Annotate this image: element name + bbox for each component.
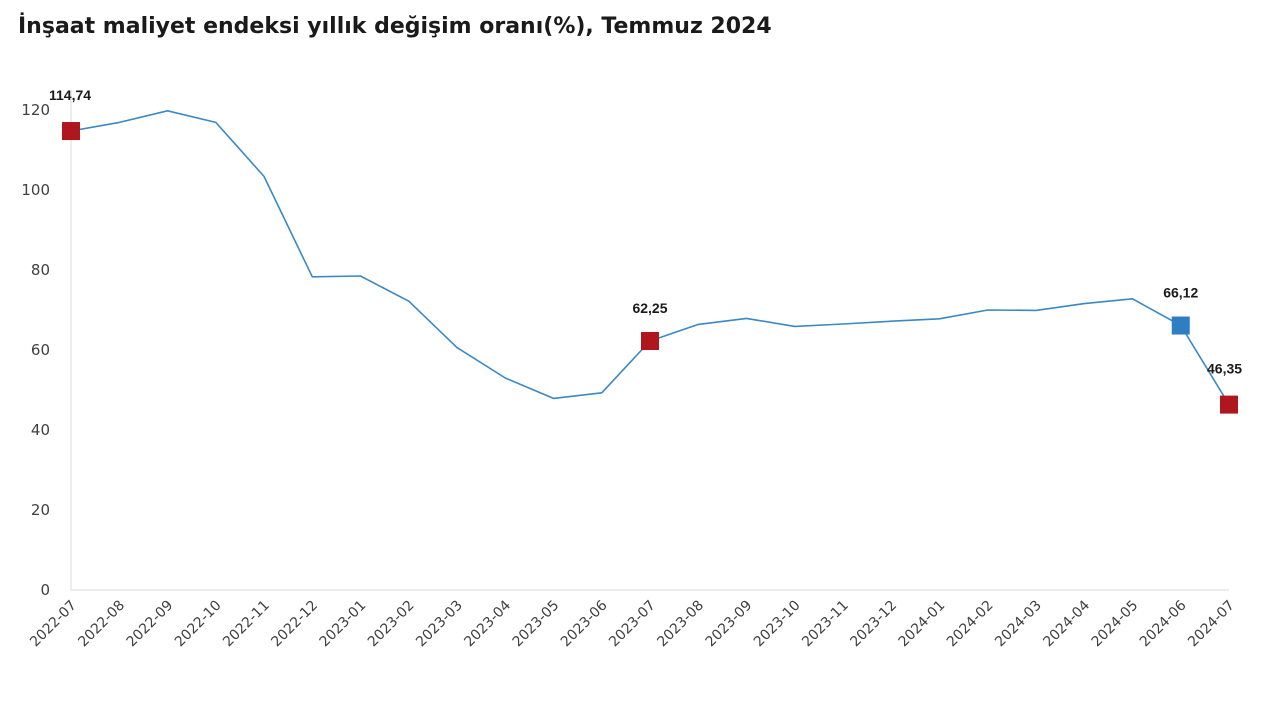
y-tick-label: 40 — [31, 421, 50, 439]
x-tick-label: 2023-04 — [461, 597, 514, 650]
axes — [70, 90, 1229, 591]
x-tick-label: 2022-07 — [27, 598, 80, 651]
x-tick-label: 2023-10 — [751, 598, 804, 651]
x-axis-ticks: 2022-072022-082022-092022-102022-112022-… — [27, 597, 1238, 650]
x-tick-label: 2023-02 — [365, 598, 418, 651]
chart-title: İnşaat maliyet endeksi yıllık değişim or… — [18, 14, 772, 39]
x-tick-label: 2023-07 — [606, 598, 659, 651]
y-axis-ticks: 0 20 40 60 80 100 120 — [21, 101, 50, 599]
y-tick-label: 80 — [31, 261, 50, 279]
x-tick-label: 2024-05 — [1089, 598, 1142, 651]
y-tick-label: 20 — [31, 501, 50, 519]
series-lines — [70, 110, 1230, 406]
x-tick-label: 2024-07 — [1185, 598, 1238, 651]
x-tick-label: 2023-09 — [703, 598, 756, 651]
data-point-marker — [1171, 316, 1190, 335]
x-tick-label: 2023-03 — [413, 598, 466, 651]
x-tick-label: 2024-02 — [944, 598, 997, 651]
data-label: 114,74 — [49, 87, 91, 103]
data-label: 46,35 — [1207, 361, 1242, 377]
series-line — [70, 110, 1230, 406]
data-point-marker — [1220, 395, 1238, 414]
y-tick-label: 60 — [31, 341, 50, 359]
x-tick-label: 2022-10 — [172, 598, 225, 651]
x-tick-label: 2023-05 — [510, 598, 563, 651]
data-point-marker — [62, 122, 80, 141]
x-tick-label: 2024-03 — [992, 598, 1045, 651]
x-tick-label: 2023-01 — [317, 598, 370, 651]
x-tick-label: 2024-01 — [896, 598, 949, 651]
y-tick-label: 0 — [40, 581, 50, 599]
data-label: 66,12 — [1163, 285, 1198, 301]
x-tick-label: 2022-09 — [124, 598, 177, 651]
x-tick-label: 2022-12 — [268, 598, 321, 651]
x-tick-label: 2024-06 — [1137, 597, 1190, 650]
y-tick-label: 100 — [21, 181, 50, 199]
y-tick-label: 120 — [21, 101, 50, 119]
x-tick-label: 2023-11 — [799, 598, 852, 651]
data-labels: 114,74 62,25 66,12 46,35 — [49, 87, 1242, 377]
x-tick-label: 2023-08 — [654, 598, 707, 651]
x-tick-label: 2023-12 — [847, 598, 900, 651]
annotation-markers — [62, 122, 1238, 414]
data-label: 62,25 — [632, 300, 667, 316]
x-tick-label: 2022-11 — [220, 598, 273, 651]
x-tick-label: 2022-08 — [75, 598, 128, 651]
x-tick-label: 2024-04 — [1040, 597, 1093, 650]
x-tick-label: 2023-06 — [558, 597, 611, 650]
data-point-marker — [641, 332, 659, 350]
